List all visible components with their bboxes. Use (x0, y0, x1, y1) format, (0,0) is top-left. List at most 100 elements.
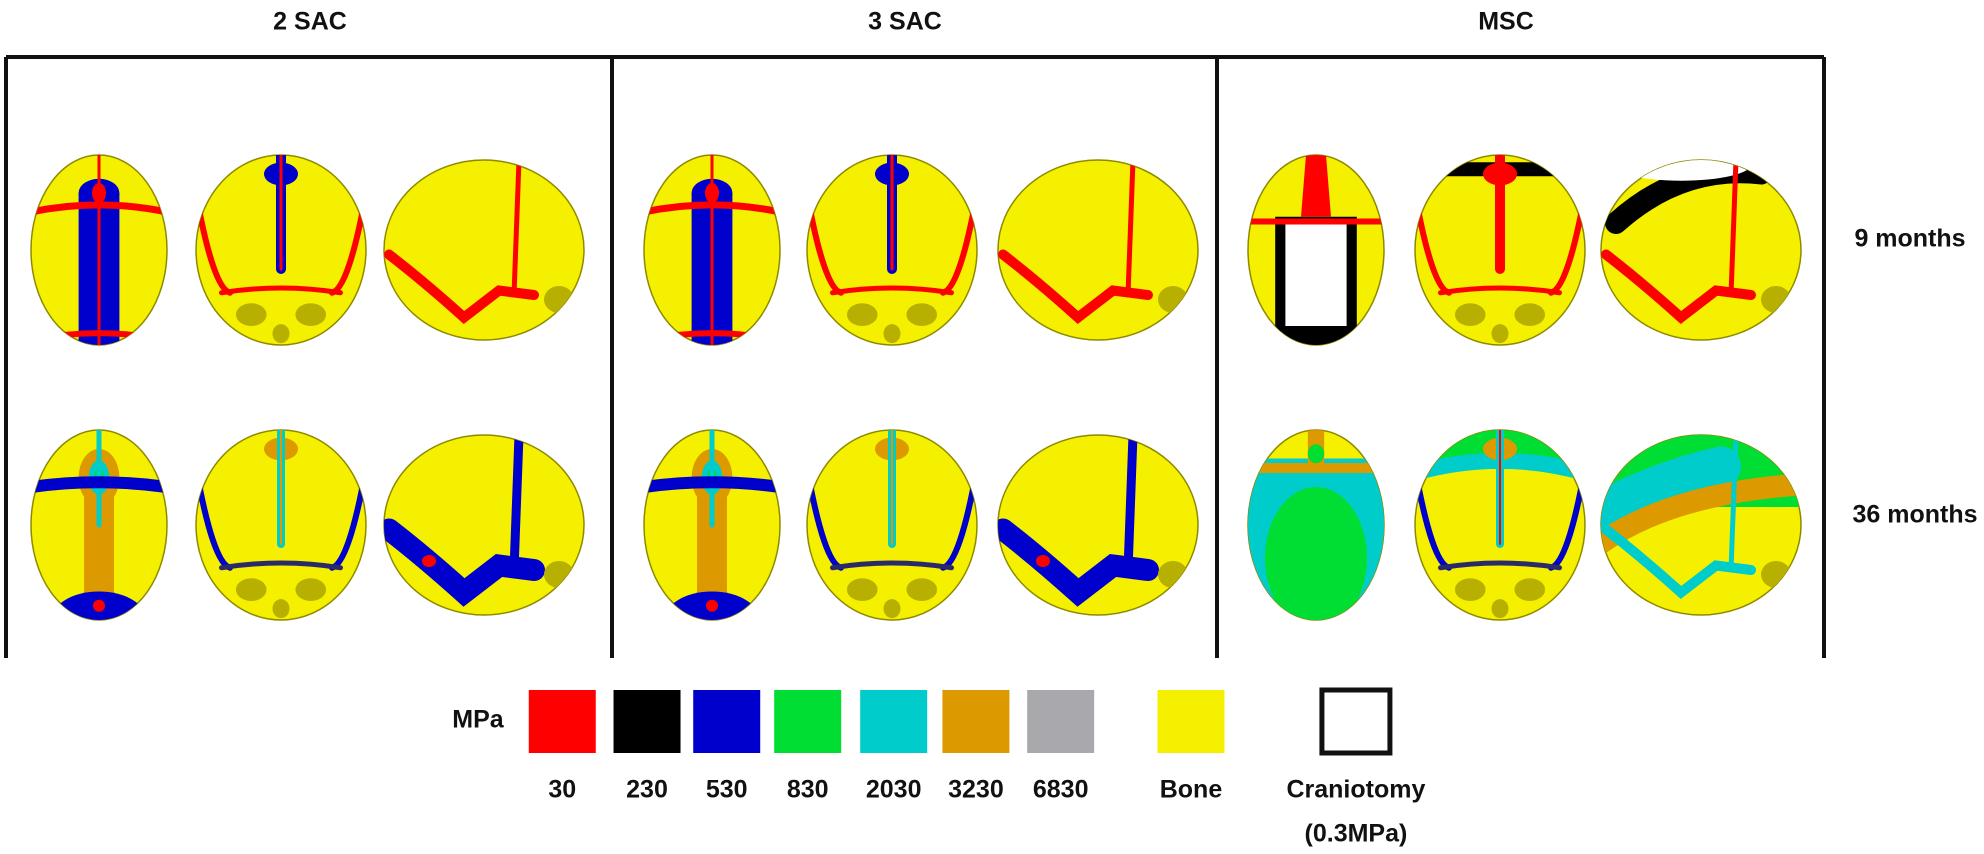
skull (30, 429, 168, 621)
stress-band (830, 560, 954, 571)
stress-band (219, 560, 343, 571)
stress-spot (272, 599, 290, 619)
skull-stress (1248, 430, 1384, 620)
stress-spot (93, 599, 105, 612)
row-label: 36 months (1852, 501, 1977, 529)
skull-stress (31, 430, 167, 620)
legend-label: Bone (1160, 776, 1223, 804)
stress-band (1605, 161, 1772, 234)
skull-bone (383, 159, 585, 341)
stress-region (1301, 155, 1331, 217)
stress-spot (1514, 578, 1546, 601)
stress-spot (1491, 324, 1509, 344)
skull (1247, 429, 1385, 621)
stress-spot (235, 578, 267, 601)
skull (1600, 434, 1802, 616)
stress-spot (51, 591, 147, 620)
stress-band (830, 285, 954, 296)
stress-spot (846, 303, 878, 326)
stress-band (1125, 160, 1136, 298)
skull-stress (644, 155, 780, 345)
stress-spot (1514, 303, 1546, 326)
stress-band (1438, 560, 1562, 571)
stress-spot (706, 599, 718, 612)
skull-bone (997, 159, 1199, 341)
skull (643, 429, 781, 621)
column-header: 3 SAC (868, 8, 942, 36)
skull (383, 434, 585, 616)
stress-spot (705, 183, 719, 203)
stress-spot (1454, 578, 1486, 601)
stress-spot (664, 591, 760, 620)
stress-spot (544, 286, 574, 313)
skull (1600, 159, 1802, 341)
stress-spot (1265, 487, 1367, 620)
stress-spot (883, 599, 901, 619)
skull-stress (1415, 430, 1585, 619)
stress-band (644, 476, 780, 493)
legend-swatch (860, 690, 928, 753)
stress-band (1123, 435, 1138, 575)
legend-label: 2030 (866, 776, 922, 804)
stress-spot (846, 578, 878, 601)
stress-spot (295, 578, 327, 601)
legend-label: 530 (706, 776, 748, 804)
stress-spot (92, 183, 106, 203)
legend-swatch (1157, 690, 1225, 753)
stress-spot (906, 578, 938, 601)
column-header: 2 SAC (273, 8, 347, 36)
column-header: MSC (1478, 8, 1534, 36)
stress-spot (906, 303, 938, 326)
stress-spot (1036, 555, 1050, 567)
stress-band (511, 160, 522, 298)
stress-spot (1454, 303, 1486, 326)
skull (1414, 154, 1586, 346)
skull (997, 159, 1199, 341)
skull (195, 154, 367, 346)
legend-swatch (1027, 690, 1095, 753)
stress-spot (1158, 286, 1188, 313)
skull (1414, 429, 1586, 621)
skull (383, 159, 585, 341)
stress-band (1601, 524, 1756, 600)
stress-spot (544, 561, 574, 588)
legend-sublabel: (0.3MPa) (1305, 820, 1408, 848)
stress-band (31, 201, 167, 216)
legend-title: MPa (452, 706, 505, 734)
legend-swatch (613, 690, 681, 753)
stress-spot (1611, 160, 1751, 181)
stress-band (1601, 446, 1741, 532)
stress-spot (1761, 561, 1791, 588)
legend-label: 3230 (948, 776, 1004, 804)
legend-label: 830 (787, 776, 829, 804)
skull-stress (196, 155, 366, 344)
stress-band (219, 285, 343, 296)
legend: 30 230 530 830 2030 3230 6830 Bone Craniotomy (0.… (528, 687, 1425, 848)
legend-swatch (693, 690, 761, 753)
stress-band (1728, 160, 1739, 298)
skull-stress (384, 435, 574, 607)
stress-band (998, 249, 1153, 325)
legend-label: 6830 (1033, 776, 1089, 804)
skull (997, 434, 1199, 616)
skull-stress (807, 430, 977, 619)
skull-stress (998, 160, 1188, 325)
legend-swatch (528, 690, 596, 753)
stress-band (31, 476, 167, 493)
stress-band (1601, 473, 1801, 554)
legend-label: Craniotomy (1286, 776, 1425, 804)
skull (806, 429, 978, 621)
legend-swatch (774, 690, 842, 753)
stress-spot (295, 303, 327, 326)
skull (643, 154, 781, 346)
stress-spot (1491, 599, 1509, 619)
skull (1247, 154, 1385, 346)
stress-spot (272, 324, 290, 344)
legend-label: 30 (548, 776, 576, 804)
skull-stress (1248, 155, 1384, 345)
legend-swatch (942, 690, 1010, 753)
stress-spot (422, 555, 436, 567)
skull (806, 154, 978, 346)
stress-spot (1307, 444, 1325, 464)
stress-band (509, 435, 524, 575)
